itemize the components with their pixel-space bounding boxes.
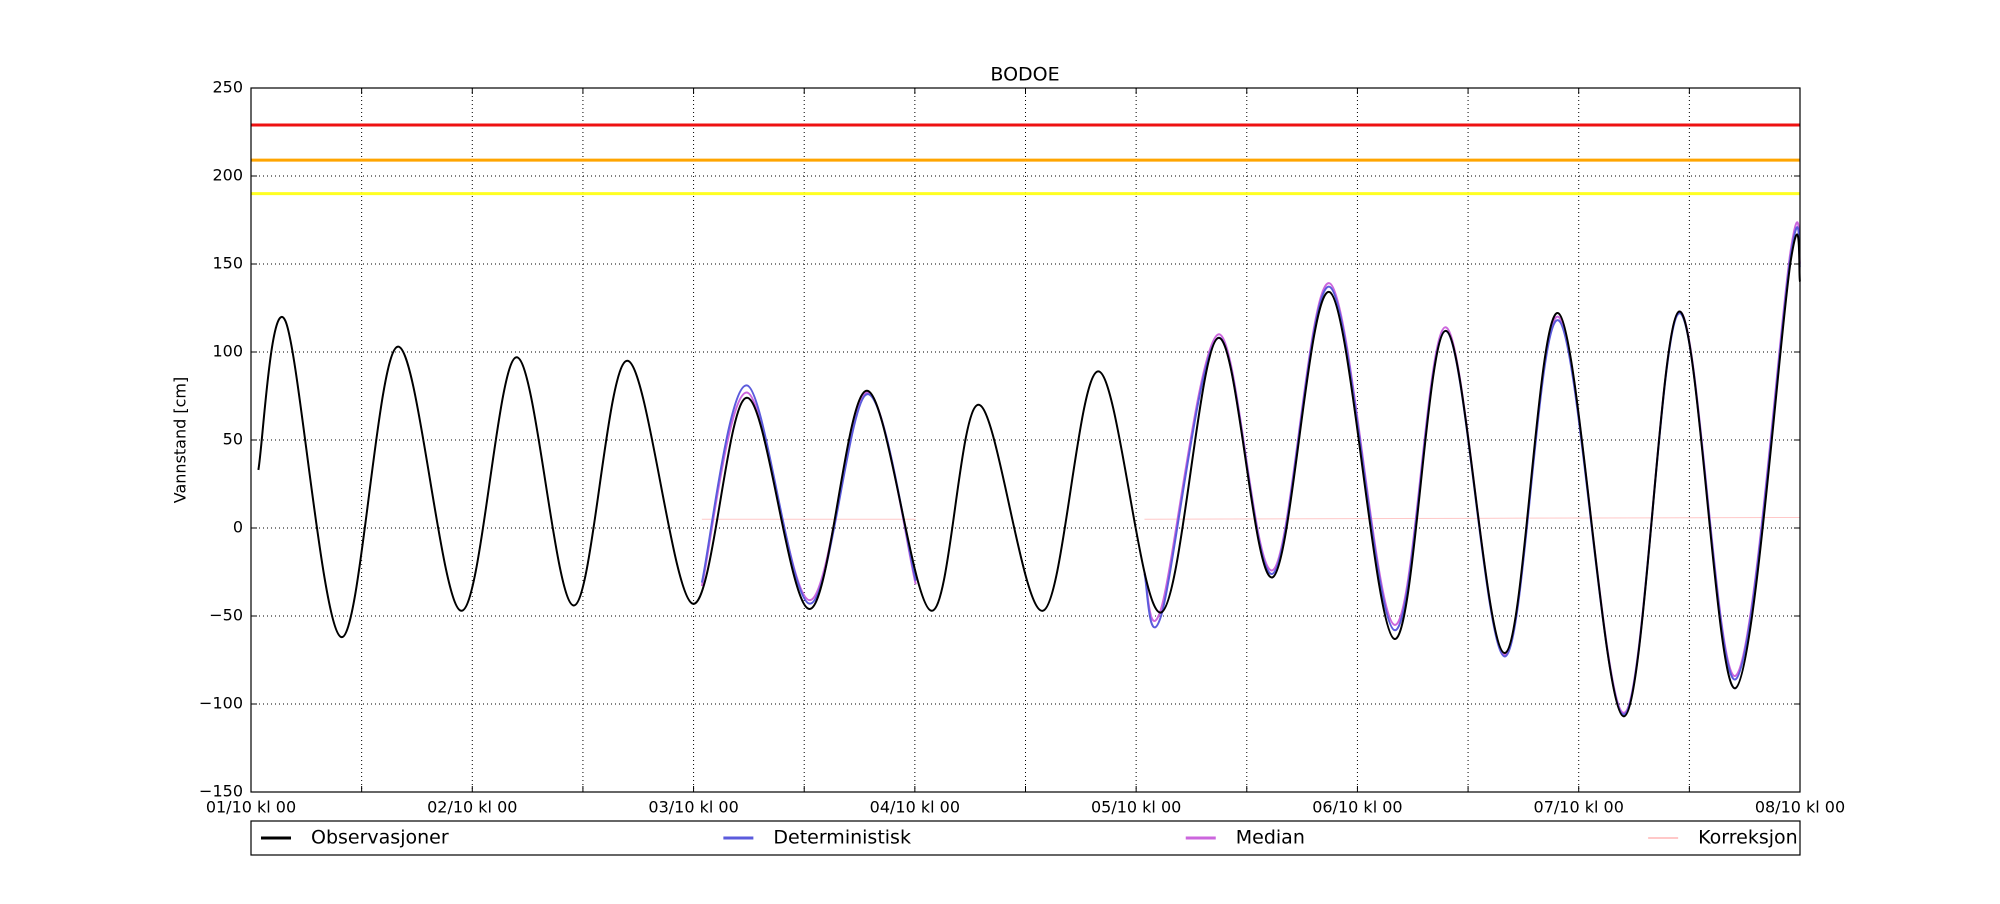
chart-title: BODOE: [990, 64, 1059, 86]
y-tick-label: 250: [212, 78, 243, 97]
y-tick-label: 200: [212, 166, 243, 185]
legend-label: Median: [1236, 827, 1305, 849]
x-tick-label: 05/10 kl 00: [1091, 798, 1181, 817]
series-line: [700, 226, 1801, 716]
y-tick-label: 0: [233, 518, 243, 537]
legend-label: Deterministisk: [773, 827, 911, 849]
x-tick-label: 08/10 kl 00: [1755, 798, 1845, 817]
y-tick-label: 100: [212, 342, 243, 361]
x-tick-label: 03/10 kl 00: [648, 798, 738, 817]
legend-label: Observasjoner: [311, 827, 449, 849]
x-tick-label: 04/10 kl 00: [870, 798, 960, 817]
plot-frame: [250, 87, 1801, 793]
series-line: [257, 233, 1801, 718]
series-line: [701, 516, 1801, 520]
series-line: [700, 221, 1801, 714]
y-axis-label: Vannstand [cm]: [171, 377, 190, 503]
x-tick-label: 02/10 kl 00: [427, 798, 517, 817]
y-tick-label: 50: [223, 430, 243, 449]
x-tick-label: 07/10 kl 00: [1534, 798, 1624, 817]
legend-box: [250, 820, 1801, 856]
y-tick-label: −50: [209, 606, 243, 625]
y-tick-label: 150: [212, 254, 243, 273]
y-tick-label: −150: [199, 782, 243, 801]
x-tick-label: 01/10 kl 00: [206, 798, 296, 817]
x-tick-label: 06/10 kl 00: [1312, 798, 1402, 817]
y-tick-label: −100: [199, 694, 243, 713]
legend-label: Korreksjon: [1698, 827, 1798, 849]
